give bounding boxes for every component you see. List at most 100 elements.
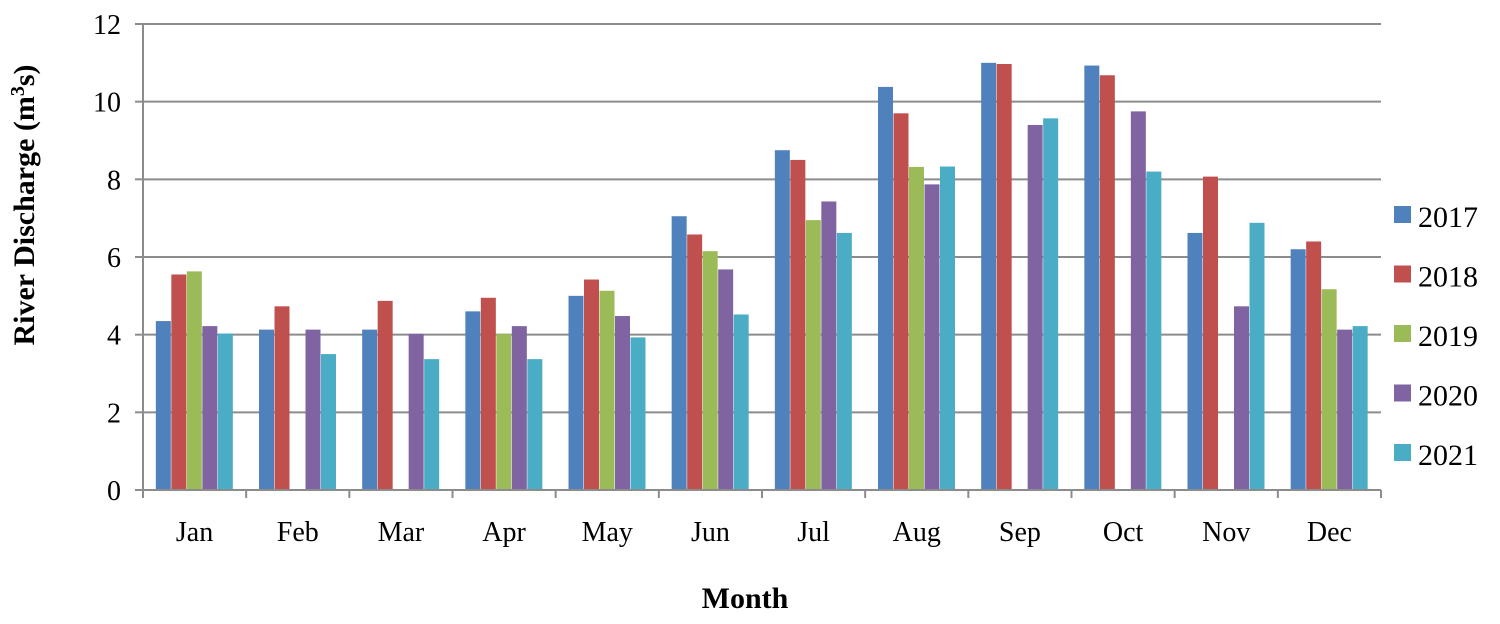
y-axis-title-base: River Discharge (m bbox=[8, 96, 41, 345]
bar-jan-2018 bbox=[171, 274, 187, 490]
x-tick-labels: Jan Feb Mar Apr May Jun Jul Aug Sep Oct Nov Dec bbox=[176, 517, 1352, 548]
legend-label: 2017 bbox=[1418, 201, 1478, 234]
bar-may-2019 bbox=[599, 290, 615, 490]
legend-item-2018: 2018 bbox=[1394, 261, 1478, 294]
bar-jun-2021 bbox=[733, 314, 749, 490]
x-tick-label: May bbox=[582, 517, 633, 548]
bar-jan-2017 bbox=[155, 321, 171, 490]
legend-item-2019: 2019 bbox=[1394, 320, 1478, 353]
legend-swatch bbox=[1394, 444, 1411, 461]
legend-label: 2019 bbox=[1418, 320, 1478, 353]
bar-apr-2017 bbox=[465, 311, 481, 490]
y-tick-label: 12 bbox=[93, 10, 121, 41]
bar-sep-2020 bbox=[1027, 124, 1043, 490]
y-tick-label: 8 bbox=[107, 165, 121, 196]
bar-jan-2020 bbox=[202, 326, 218, 490]
bar-oct-2020 bbox=[1130, 111, 1146, 490]
bar-dec-2018 bbox=[1306, 241, 1322, 490]
bar-apr-2020 bbox=[511, 326, 527, 490]
bar-jun-2020 bbox=[718, 269, 734, 490]
bar-aug-2017 bbox=[878, 86, 893, 490]
legend-swatch bbox=[1394, 206, 1411, 223]
x-tick-label: Feb bbox=[277, 517, 319, 548]
x-tick-label: Jan bbox=[176, 517, 213, 548]
bar-may-2020 bbox=[615, 316, 630, 490]
bar-jul-2020 bbox=[821, 201, 837, 491]
bar-nov-2021 bbox=[1249, 222, 1265, 490]
bar-may-2018 bbox=[584, 279, 599, 490]
bar-nov-2017 bbox=[1187, 232, 1203, 490]
gridlines bbox=[143, 23, 1381, 414]
bar-may-2021 bbox=[630, 337, 646, 490]
bar-aug-2018 bbox=[893, 113, 909, 491]
bar-oct-2018 bbox=[1099, 75, 1115, 490]
x-tick-label: Sep bbox=[999, 517, 1041, 548]
bar-jul-2017 bbox=[774, 150, 790, 491]
bar-apr-2021 bbox=[527, 359, 543, 490]
bar-aug-2021 bbox=[940, 166, 955, 491]
y-tick-labels: 0 2 4 6 8 10 12 bbox=[93, 10, 121, 507]
y-axis-title-end: s) bbox=[8, 64, 41, 86]
x-tick-label: Apr bbox=[482, 517, 526, 548]
bar-jan-2019 bbox=[186, 271, 202, 490]
x-tick-label: Mar bbox=[378, 517, 425, 548]
bar-oct-2021 bbox=[1146, 171, 1162, 491]
bar-jul-2021 bbox=[836, 232, 852, 490]
legend-label: 2020 bbox=[1418, 380, 1478, 413]
bar-mar-2018 bbox=[377, 300, 393, 490]
legend-item-2020: 2020 bbox=[1394, 380, 1478, 413]
bar-jul-2018 bbox=[790, 159, 806, 490]
legend-swatch bbox=[1394, 265, 1411, 283]
bar-mar-2017 bbox=[362, 329, 378, 490]
x-tick-label: Dec bbox=[1307, 517, 1352, 548]
y-tick-label: 0 bbox=[107, 476, 121, 507]
legend-swatch bbox=[1394, 325, 1411, 342]
legend-swatch bbox=[1394, 384, 1411, 402]
bars bbox=[155, 62, 1368, 491]
x-axis-title: Month bbox=[702, 582, 789, 615]
bar-jun-2018 bbox=[687, 234, 703, 490]
bar-dec-2019 bbox=[1321, 289, 1337, 490]
bar-sep-2021 bbox=[1043, 118, 1059, 491]
y-axis-title-sup: 3 bbox=[7, 86, 29, 96]
y-axis-title: River Discharge (m3s) bbox=[7, 64, 41, 345]
bar-jun-2019 bbox=[702, 251, 718, 490]
x-tick-label: Nov bbox=[1202, 517, 1250, 548]
legend-label: 2018 bbox=[1418, 261, 1478, 294]
bar-oct-2017 bbox=[1084, 65, 1100, 490]
bar-jan-2021 bbox=[217, 333, 233, 490]
bar-may-2017 bbox=[568, 295, 584, 490]
bar-mar-2020 bbox=[408, 333, 424, 490]
bar-feb-2020 bbox=[305, 329, 321, 490]
legend-item-2021: 2021 bbox=[1394, 439, 1478, 472]
bar-feb-2021 bbox=[321, 354, 336, 490]
bar-apr-2018 bbox=[480, 297, 496, 490]
x-tick-label: Oct bbox=[1103, 517, 1144, 548]
y-tick-label: 4 bbox=[107, 321, 121, 352]
x-tick-label: Aug bbox=[893, 517, 941, 548]
bar-sep-2018 bbox=[996, 63, 1012, 491]
bar-sep-2017 bbox=[981, 62, 997, 490]
legend-label: 2021 bbox=[1418, 439, 1478, 472]
bar-jun-2017 bbox=[671, 216, 687, 490]
x-tick-label: Jul bbox=[797, 517, 830, 548]
x-tick-label: Jun bbox=[691, 517, 730, 548]
axes bbox=[135, 23, 1382, 498]
bar-feb-2018 bbox=[274, 306, 290, 490]
bar-nov-2020 bbox=[1234, 306, 1249, 490]
bar-mar-2021 bbox=[424, 359, 440, 490]
bar-aug-2020 bbox=[924, 184, 940, 491]
bar-aug-2019 bbox=[909, 166, 924, 490]
bar-nov-2018 bbox=[1203, 176, 1218, 491]
bar-dec-2017 bbox=[1290, 249, 1306, 490]
bar-apr-2019 bbox=[496, 333, 512, 490]
y-tick-label: 2 bbox=[107, 398, 121, 429]
legend: 2017 2018 2019 2020 2021 bbox=[1394, 201, 1478, 472]
legend-item-2017: 2017 bbox=[1394, 201, 1478, 234]
bar-feb-2017 bbox=[259, 329, 274, 490]
y-tick-label: 10 bbox=[93, 88, 121, 119]
bar-jul-2019 bbox=[805, 220, 821, 490]
y-tick-label: 6 bbox=[107, 243, 121, 274]
bar-dec-2021 bbox=[1352, 326, 1368, 490]
